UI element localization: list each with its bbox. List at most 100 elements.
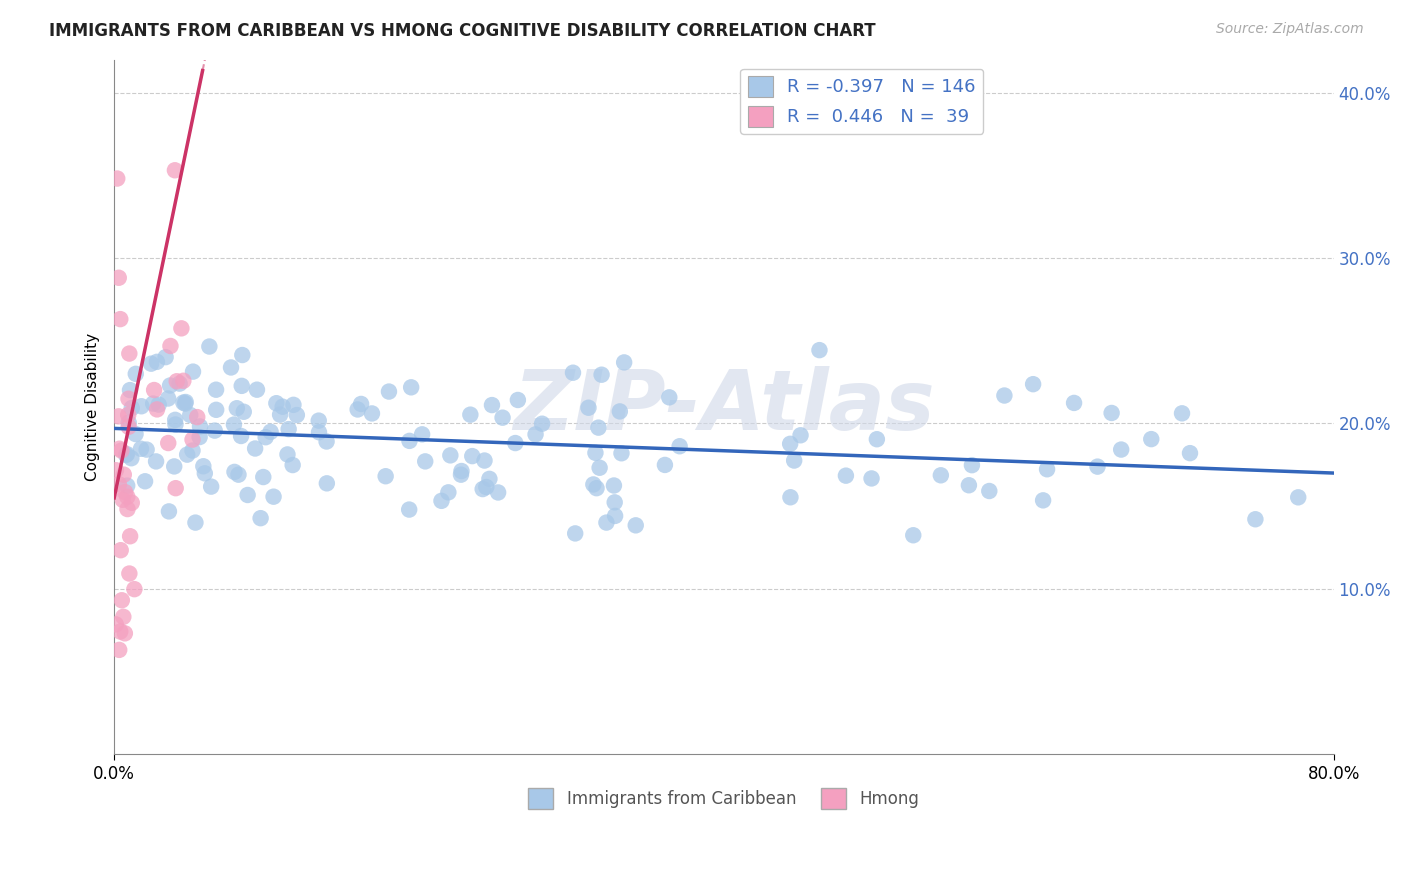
Point	[155, 350, 177, 364]
Point	[588, 420, 610, 434]
Point	[1178, 446, 1201, 460]
Point	[142, 396, 165, 410]
Point	[115, 478, 138, 492]
Point	[111, 593, 134, 607]
Point	[285, 408, 308, 422]
Point	[157, 436, 180, 450]
Point	[231, 348, 253, 362]
Point	[108, 477, 131, 491]
Point	[188, 419, 211, 434]
Point	[225, 401, 247, 416]
Point	[374, 469, 396, 483]
Point	[110, 624, 132, 639]
Point	[157, 504, 180, 518]
Point	[564, 526, 586, 541]
Point	[193, 459, 215, 474]
Point	[398, 434, 420, 448]
Point	[1036, 462, 1059, 476]
Point	[229, 429, 252, 443]
Point	[860, 471, 883, 485]
Point	[181, 365, 204, 379]
Point	[118, 346, 141, 360]
Point	[118, 416, 141, 430]
Point	[174, 396, 197, 410]
Point	[783, 453, 806, 467]
Point	[163, 459, 186, 474]
Point	[110, 443, 132, 458]
Point	[583, 446, 606, 460]
Point	[276, 447, 298, 461]
Point	[531, 417, 554, 431]
Point	[491, 410, 513, 425]
Point	[1109, 442, 1132, 457]
Point	[283, 398, 305, 412]
Point	[135, 442, 157, 457]
Point	[524, 427, 547, 442]
Point	[1087, 459, 1109, 474]
Point	[146, 355, 169, 369]
Point	[112, 609, 135, 624]
Point	[481, 398, 503, 412]
Point	[1244, 512, 1267, 526]
Point	[110, 543, 132, 558]
Point	[269, 408, 291, 422]
Point	[578, 401, 600, 415]
Point	[315, 476, 337, 491]
Point	[1032, 493, 1054, 508]
Point	[603, 478, 626, 492]
Point	[181, 443, 204, 458]
Point	[107, 409, 129, 424]
Point	[124, 427, 146, 442]
Point	[346, 402, 368, 417]
Point	[654, 458, 676, 472]
Point	[562, 366, 585, 380]
Point	[413, 454, 436, 468]
Point	[613, 355, 636, 369]
Point	[118, 566, 141, 581]
Point	[505, 436, 527, 450]
Point	[165, 417, 187, 432]
Point	[277, 422, 299, 436]
Point	[125, 367, 148, 381]
Point	[246, 383, 269, 397]
Point	[450, 467, 472, 482]
Point	[184, 516, 207, 530]
Point	[624, 518, 647, 533]
Point	[249, 511, 271, 525]
Point	[378, 384, 401, 399]
Point	[145, 454, 167, 468]
Point	[114, 626, 136, 640]
Point	[789, 428, 811, 442]
Point	[124, 582, 146, 596]
Point	[461, 449, 484, 463]
Point	[993, 388, 1015, 402]
Point	[110, 312, 132, 326]
Point	[1286, 491, 1309, 505]
Point	[609, 404, 631, 418]
Point	[204, 424, 226, 438]
Point	[131, 399, 153, 413]
Point	[231, 379, 253, 393]
Point	[117, 502, 139, 516]
Point	[148, 398, 170, 412]
Point	[179, 408, 201, 422]
Point	[222, 417, 245, 432]
Point	[668, 439, 690, 453]
Point	[315, 434, 337, 449]
Point	[252, 470, 274, 484]
Point	[411, 427, 433, 442]
Point	[112, 467, 135, 482]
Point	[186, 410, 208, 425]
Text: Source: ZipAtlas.com: Source: ZipAtlas.com	[1216, 22, 1364, 37]
Point	[236, 488, 259, 502]
Point	[188, 430, 211, 444]
Point	[475, 480, 498, 494]
Point	[960, 458, 983, 472]
Point	[398, 502, 420, 516]
Point	[903, 528, 925, 542]
Point	[1022, 377, 1045, 392]
Point	[582, 477, 605, 491]
Point	[595, 516, 617, 530]
Point	[107, 270, 129, 285]
Point	[198, 339, 221, 353]
